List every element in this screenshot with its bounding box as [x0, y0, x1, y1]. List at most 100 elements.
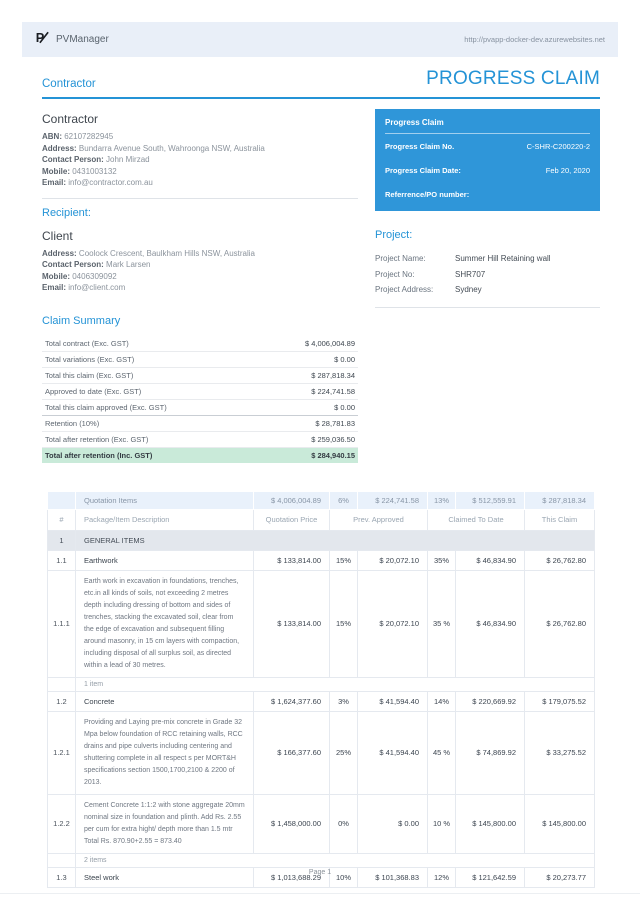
field-value: John Mirzad: [106, 155, 150, 164]
client-field-line: Address: Coolock Crescent, Baulkham Hill…: [42, 248, 358, 260]
prev-approved-cell: $ 20,072.10: [357, 569, 428, 678]
claim-summary-row: Total contract (Exc. GST) $ 4,006,004.89: [42, 336, 358, 352]
client-field-line: Email: info@client.com: [42, 282, 358, 294]
claim-summary-label: Retention (10%): [42, 414, 262, 431]
project-field-row: Project No: SHR707: [375, 267, 600, 283]
claimed-to-date-cell: $ 145,800.00: [455, 793, 525, 854]
pv-logo-icon: P: [35, 30, 50, 50]
prev-approved-cell: $ 101,368.83: [357, 866, 428, 888]
claim-summary-row: Total this claim (Exc. GST) $ 287,818.34: [42, 366, 358, 383]
divider: [375, 306, 600, 308]
claim-summary-value: $ 0.00: [261, 350, 358, 367]
claimed-pct-cell: 35%: [427, 549, 456, 571]
claimed-pct-cell: 35 %: [427, 569, 456, 678]
client-name: Client: [42, 228, 73, 243]
item-number-cell: 1.2.2: [47, 793, 76, 854]
claim-box-row: Progress Claim No. C-SHR-C200220-2: [385, 134, 590, 158]
claim-summary-label: Total this claim approved (Exc. GST): [42, 398, 262, 415]
field-value: info@contractor.com.au: [68, 178, 153, 187]
total-this-claim: $ 287,818.34: [524, 490, 595, 510]
project-field-label: Project No:: [375, 269, 415, 279]
quotation-package-row: 1.3 Steel work $ 1,013,688.29 10% $ 101,…: [47, 866, 595, 888]
this-claim-cell: $ 179,075.52: [524, 690, 595, 712]
field-value: 0431003132: [72, 166, 117, 176]
this-claim-cell: $ 33,275.52: [524, 710, 595, 795]
claimed-pct-cell: 14%: [427, 690, 456, 712]
contractor-name: Contractor: [42, 112, 99, 126]
claim-summary-row: Total variations (Exc. GST) $ 0.00: [42, 350, 358, 367]
masthead: Contractor PROGRESS CLAIM: [42, 68, 600, 99]
total-prev-approved: $ 224,741.58: [357, 490, 428, 510]
item-count-cell: 2 items: [75, 852, 595, 868]
col-header-prev-approved: Prev. Approved: [329, 508, 428, 531]
project-field-label: Project Name:: [375, 254, 426, 263]
app-url-link[interactable]: http://pvapp-docker-dev.azurewebsites.ne…: [464, 35, 605, 44]
client-field-line: Contact Person: Mark Larsen: [42, 259, 358, 271]
field-label: ABN:: [42, 132, 62, 141]
total-claimed-to-date: $ 512,559.91: [455, 490, 525, 510]
field-value: Coolock Crescent, Baulkham Hills NSW, Au…: [78, 248, 255, 258]
claimed-to-date-cell: $ 46,834.90: [455, 549, 525, 571]
claim-box-value: Feb 20, 2020: [545, 165, 590, 175]
doc-title: PROGRESS CLAIM: [426, 68, 600, 89]
quotation-price-cell: $ 133,814.00: [253, 549, 330, 571]
claim-summary-heading: Claim Summary: [42, 314, 121, 327]
claim-summary-label: Total this claim (Exc. GST): [42, 366, 262, 383]
claim-summary-value: $ 4,006,004.89: [304, 338, 355, 348]
field-value: 0406309092: [72, 271, 117, 281]
project-fields: Project Name: Summer Hill Retaining wall…: [375, 251, 600, 298]
item-number-cell: 1: [47, 529, 76, 551]
section-title-cell: GENERAL ITEMS: [75, 529, 595, 551]
claimed-to-date-cell: $ 74,869.92: [455, 710, 525, 795]
claim-box-label: Referrence/PO number:: [385, 189, 470, 199]
claim-box-row: Progress Claim Date: Feb 20, 2020: [385, 158, 590, 182]
contractor-field-line: Email: info@contractor.com.au: [42, 177, 358, 189]
claim-summary-value: $ 0.00: [261, 398, 358, 415]
item-number-cell: 1.1.1: [47, 569, 76, 678]
quotation-item-row: 1.2.2 Cement Concrete 1:1:2 with stone a…: [47, 793, 595, 854]
project-field-value: Sydney: [455, 285, 482, 294]
prev-approved-cell: $ 41,594.40: [357, 690, 428, 712]
claim-summary-value: $ 259,036.50: [261, 430, 358, 447]
claim-summary-row: Total after retention (Exc. GST) $ 259,0…: [42, 430, 358, 447]
prev-approved-pct-cell: 15%: [329, 569, 358, 678]
claim-summary-value: $ 287,818.34: [261, 366, 358, 383]
project-field-row: Project Address: Sydney: [375, 282, 600, 298]
item-number-cell: 1.1: [47, 549, 76, 571]
claim-summary-table: Total contract (Exc. GST) $ 4,006,004.89…: [42, 336, 358, 463]
quotation-count-row: 1 item: [47, 676, 595, 692]
left-column: Contractor ABN: 62107282945 Address: Bun…: [42, 109, 358, 463]
field-label: Contact Person:: [42, 155, 104, 164]
field-label: Address:: [42, 143, 77, 153]
field-label: Mobile:: [42, 166, 70, 176]
quotation-price-cell: $ 1,624,377.60: [253, 690, 330, 712]
this-claim-cell: $ 26,762.80: [524, 549, 595, 571]
total-claimed-pct: 13%: [427, 490, 456, 510]
claimed-to-date-cell: $ 46,834.90: [455, 569, 525, 678]
project-field-value: Summer Hill Retaining wall: [455, 254, 551, 263]
claim-summary-value: $ 284,940.15: [261, 446, 358, 463]
quotation-package-row: 1.2 Concrete $ 1,624,377.60 3% $ 41,594.…: [47, 690, 595, 712]
col-header-claimed-to-date: Claimed To Date: [427, 508, 525, 531]
claim-summary-label: Total after retention (Inc. GST): [42, 446, 262, 463]
claim-summary-label: Total variations (Exc. GST): [42, 350, 262, 367]
svg-text:P: P: [36, 30, 45, 45]
quotation-price-cell: $ 1,013,688.29: [253, 866, 330, 888]
doc-party-label: Contractor: [42, 78, 96, 90]
quotation-count-row: 2 items: [47, 852, 595, 868]
quotation-item-row: 1.1.1 Earth work in excavation in founda…: [47, 569, 595, 678]
claimed-pct-cell: 10 %: [427, 793, 456, 854]
quotation-section-row: 1 GENERAL ITEMS: [47, 529, 595, 551]
right-column: Progress Claim Progress Claim No. C-SHR-…: [375, 109, 600, 463]
claimed-to-date-cell: $ 121,642.59: [455, 866, 525, 888]
this-claim-cell: $ 145,800.00: [524, 793, 595, 854]
prev-approved-pct-cell: 15%: [329, 549, 358, 571]
item-number-cell: 1.2: [47, 690, 76, 712]
claim-box-label: Progress Claim Date:: [385, 165, 461, 175]
col-header-this-claim: This Claim: [524, 508, 595, 531]
claim-summary-value: $ 28,781.83: [261, 414, 358, 431]
this-claim-cell: $ 20,273.77: [524, 866, 595, 888]
col-header-description: Package/Item Description: [75, 508, 254, 531]
project-field-value: SHR707: [455, 269, 486, 279]
field-label: Email:: [42, 178, 67, 187]
